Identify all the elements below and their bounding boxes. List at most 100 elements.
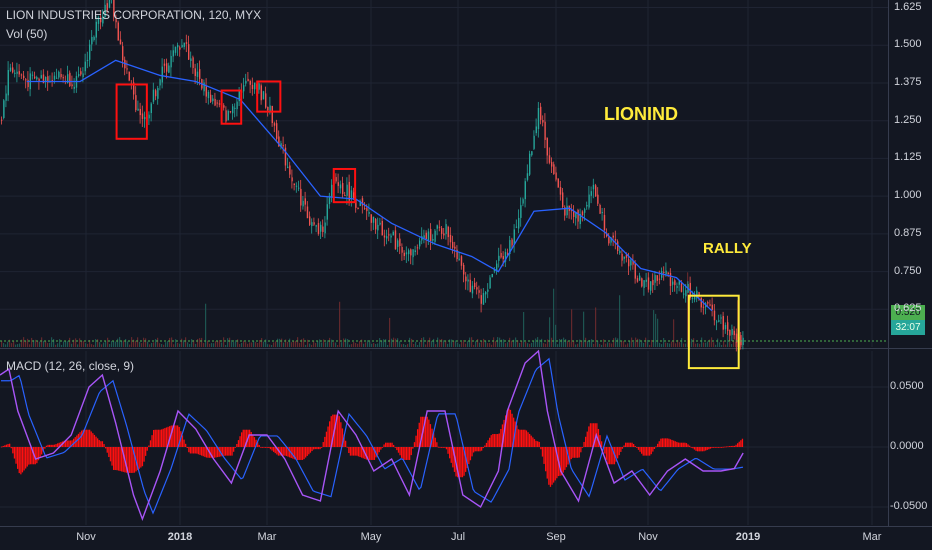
candle-body bbox=[56, 77, 58, 79]
macd-histogram-bar bbox=[105, 447, 107, 449]
volume-bar bbox=[445, 340, 447, 347]
candle-body bbox=[97, 17, 100, 24]
candle-body bbox=[223, 105, 225, 108]
volume-bar bbox=[199, 338, 201, 347]
volume-bar bbox=[169, 337, 171, 347]
macd-histogram-bar bbox=[10, 447, 12, 449]
macd-histogram-bar bbox=[313, 447, 315, 450]
macd-histogram-bar bbox=[167, 426, 169, 447]
volume-bar bbox=[167, 341, 169, 347]
macd-histogram-bar bbox=[140, 447, 142, 468]
candle-body bbox=[262, 91, 265, 100]
volume-bar bbox=[319, 339, 321, 347]
macd-histogram-bar bbox=[85, 429, 88, 447]
macd-histogram-bar bbox=[161, 429, 163, 447]
macd-histogram-bar bbox=[25, 447, 27, 469]
candle-body bbox=[348, 181, 350, 201]
volume-bar bbox=[263, 341, 265, 347]
candle-body bbox=[80, 71, 82, 75]
macd-histogram-bar bbox=[553, 447, 555, 483]
candle-body bbox=[163, 63, 166, 66]
candle-body bbox=[410, 249, 412, 256]
macd-histogram-bar bbox=[399, 447, 401, 456]
macd-histogram-bar bbox=[545, 447, 547, 472]
macd-histogram-bar bbox=[410, 447, 412, 456]
volume-bar bbox=[705, 342, 707, 347]
volume-bar bbox=[141, 343, 143, 347]
volume-bar bbox=[553, 288, 555, 347]
macd-histogram-bar bbox=[341, 428, 344, 447]
volume-bar bbox=[261, 338, 263, 347]
macd-histogram-bar bbox=[138, 447, 140, 469]
macd-histogram-bar bbox=[721, 446, 723, 448]
macd-histogram-bar bbox=[719, 447, 721, 448]
macd-histogram-bar bbox=[55, 444, 57, 447]
volume-bar bbox=[59, 339, 61, 347]
candle-body bbox=[271, 105, 273, 123]
macd-histogram-bar bbox=[15, 447, 17, 464]
candle-body bbox=[295, 185, 298, 187]
candle-body bbox=[300, 188, 302, 206]
volume-bar bbox=[517, 340, 519, 347]
candle-body bbox=[51, 80, 53, 82]
volume-bar bbox=[475, 341, 477, 347]
candle-body bbox=[419, 240, 421, 247]
macd-histogram-bar bbox=[537, 441, 539, 447]
volume-bar bbox=[65, 341, 67, 347]
volume-bar bbox=[137, 337, 139, 347]
volume-bar bbox=[297, 337, 299, 347]
volume-bar bbox=[535, 338, 537, 347]
candle-body bbox=[205, 85, 207, 97]
macd-histogram-bar bbox=[58, 442, 60, 447]
macd-histogram-bar bbox=[26, 447, 28, 467]
volume-bar bbox=[101, 344, 103, 347]
macd-histogram-bar bbox=[570, 447, 572, 460]
candle-body bbox=[524, 181, 526, 200]
macd-histogram-bar bbox=[297, 447, 299, 460]
ticker-annotation: LIONIND bbox=[604, 104, 678, 124]
candle-body bbox=[82, 73, 84, 78]
macd-histogram-bar bbox=[311, 447, 313, 452]
macd-histogram-bar bbox=[409, 447, 411, 460]
macd-histogram-bar bbox=[116, 447, 118, 471]
macd-histogram-bar bbox=[12, 447, 14, 454]
macd-histogram-bar bbox=[639, 447, 641, 452]
macd-histogram-bar bbox=[52, 444, 54, 447]
macd-histogram-bar bbox=[485, 442, 488, 447]
highlight-box bbox=[220, 89, 243, 125]
macd-histogram-bar bbox=[191, 447, 193, 454]
volume-bar bbox=[285, 339, 287, 347]
macd-histogram-bar bbox=[591, 423, 593, 447]
volume-bar bbox=[387, 344, 389, 347]
volume-bar bbox=[203, 343, 205, 347]
macd-histogram-bar bbox=[473, 447, 475, 453]
candle-body bbox=[159, 79, 161, 86]
macd-histogram-bar bbox=[117, 447, 120, 471]
macd-histogram-bar bbox=[420, 416, 422, 447]
volume-bar bbox=[717, 338, 719, 347]
candle-body bbox=[388, 234, 390, 236]
price-axis-tick: 0.625 bbox=[894, 302, 922, 315]
macd-histogram-bar bbox=[68, 440, 70, 447]
macd-histogram-bar bbox=[442, 447, 444, 448]
macd-histogram-bar bbox=[727, 446, 729, 448]
macd-histogram-bar bbox=[711, 447, 713, 448]
macd-histogram-bar bbox=[362, 447, 364, 459]
volume-bar bbox=[121, 341, 123, 347]
macd-histogram-bar bbox=[697, 447, 699, 452]
macd-histogram-bar bbox=[145, 447, 147, 456]
macd-histogram-bar bbox=[199, 447, 201, 455]
candle-body bbox=[309, 216, 311, 225]
macd-histogram-bar bbox=[93, 434, 96, 447]
macd-histogram-bar bbox=[425, 416, 427, 447]
macd-histogram-bar bbox=[148, 445, 150, 447]
macd-histogram-bar bbox=[506, 410, 508, 447]
candle-body bbox=[478, 290, 480, 293]
macd-histogram-bar bbox=[634, 445, 636, 447]
candle-body bbox=[608, 237, 610, 244]
candle-body bbox=[42, 74, 45, 84]
volume-bar bbox=[587, 340, 589, 347]
macd-histogram-bar bbox=[418, 422, 420, 447]
macd-histogram-bar bbox=[325, 431, 328, 447]
